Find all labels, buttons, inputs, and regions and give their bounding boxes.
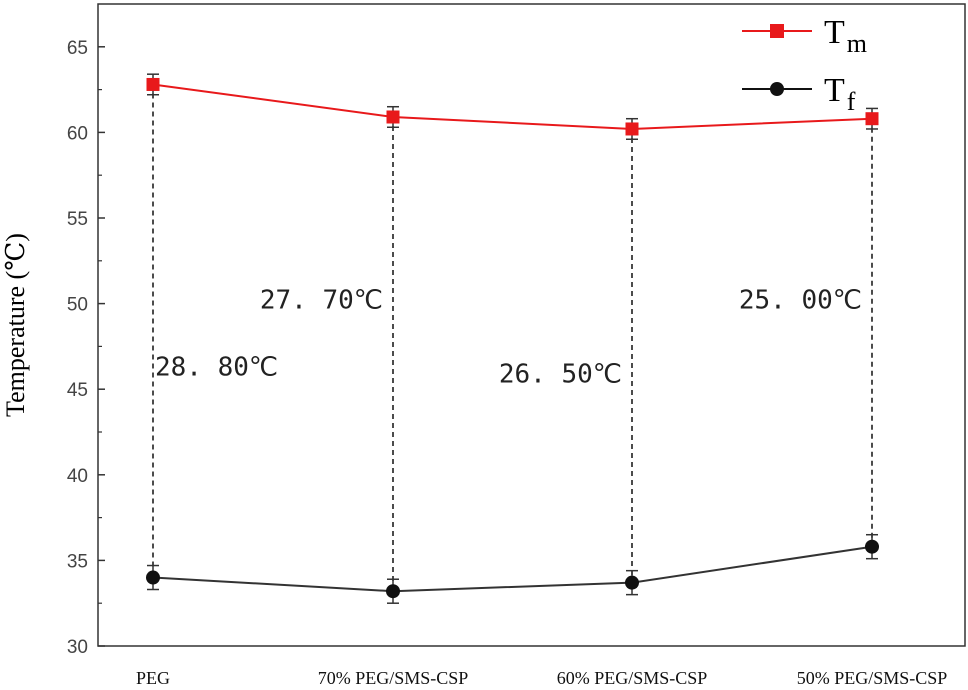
series-Tm [146, 73, 879, 140]
y-tick-label: 65 [67, 38, 88, 59]
series-Tf [146, 533, 879, 604]
drop-lines [152, 84, 873, 592]
y-axis: 30 35 40 45 50 55 60 65 [67, 38, 105, 658]
legend-label: Tf [824, 72, 856, 116]
plot-frame [97, 3, 966, 647]
y-tick-label: 55 [67, 209, 88, 230]
data-point [386, 110, 400, 124]
y-tick-label: 35 [67, 551, 88, 572]
annotation-label: 26. 50℃ [499, 359, 622, 389]
series-layer [146, 73, 879, 604]
series-line [152, 545, 873, 593]
legend-item: Tm [742, 14, 867, 58]
data-point [386, 584, 400, 599]
legend-item: Tf [742, 72, 856, 116]
data-point [146, 570, 160, 585]
legend-marker [770, 24, 784, 38]
legend: Tm Tf [742, 14, 867, 116]
annotation-label: 25. 00℃ [739, 286, 862, 316]
legend-marker [770, 82, 784, 96]
x-tick-label: PEG [136, 668, 170, 688]
x-tick-label: 60% PEG/SMS-CSP [557, 668, 708, 688]
data-point [625, 122, 639, 136]
annotation-label: 28. 80℃ [155, 353, 278, 383]
legend-label: Tm [824, 14, 867, 58]
y-tick-label: 45 [67, 380, 88, 401]
y-axis-title: Temperature (℃) [1, 233, 30, 417]
x-axis: PEG 70% PEG/SMS-CSP 60% PEG/SMS-CSP 50% PEG… [136, 668, 947, 688]
data-point [865, 112, 879, 126]
y-tick-label: 60 [67, 123, 88, 144]
data-point [146, 77, 160, 91]
data-point [625, 575, 639, 590]
x-tick-label: 70% PEG/SMS-CSP [318, 668, 469, 688]
annotations: 28. 80℃ 27. 70℃ 26. 50℃ 25. 00℃ [155, 286, 862, 390]
series-line [152, 83, 873, 130]
annotation-label: 27. 70℃ [260, 286, 383, 316]
y-tick-label: 40 [67, 466, 88, 487]
x-tick-label: 50% PEG/SMS-CSP [797, 668, 948, 688]
data-point [865, 539, 879, 554]
y-tick-label: 50 [67, 295, 88, 316]
y-tick-label: 30 [67, 637, 88, 658]
